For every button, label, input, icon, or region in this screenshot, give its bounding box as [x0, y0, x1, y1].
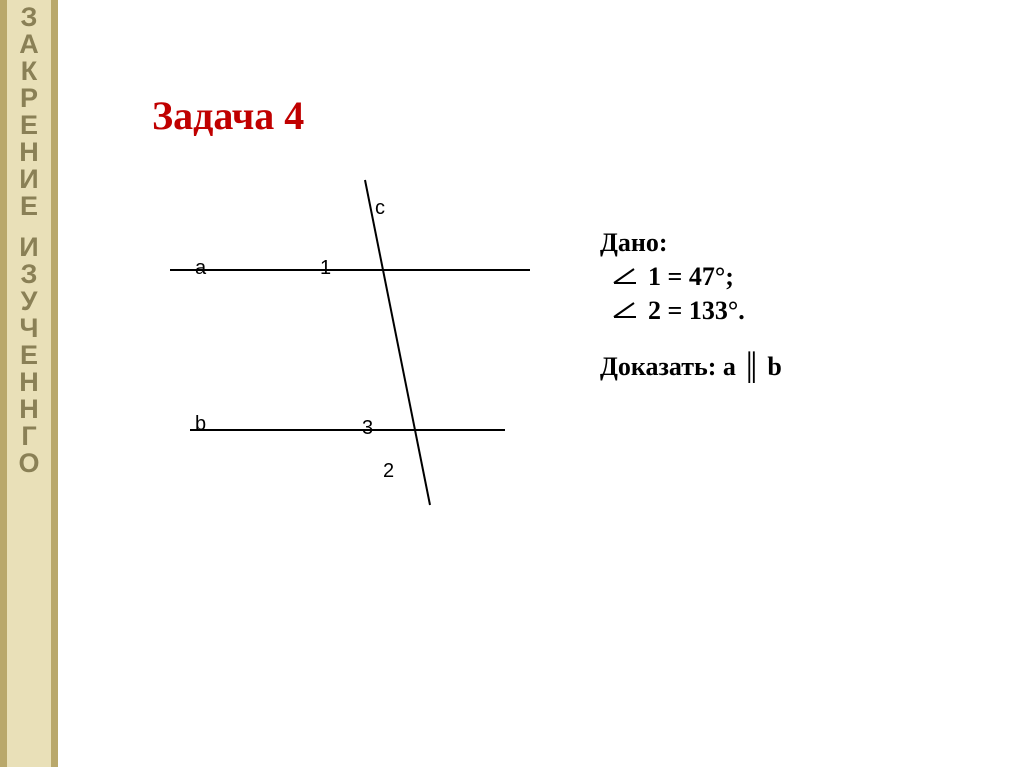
sidebar-letter: Е [20, 342, 38, 369]
sidebar-letter: Н [19, 139, 39, 166]
angle-label-1: 1 [320, 257, 331, 280]
sidebar-letter: У [21, 288, 38, 315]
sidebar-letter: К [21, 58, 37, 85]
geometry-diagram [150, 175, 570, 525]
given-angle-1: 1 = 47°; [648, 262, 734, 292]
sidebar-letter: Г [21, 423, 36, 450]
angle-icon [612, 296, 638, 326]
sidebar-letter: И [19, 234, 38, 261]
sidebar-letter: З [21, 4, 38, 31]
line-label-c: c [375, 197, 385, 220]
sidebar-letter: Ч [20, 315, 39, 342]
sidebar-letter: И [19, 166, 38, 193]
angle-icon [612, 262, 638, 292]
line-label-b: b [195, 413, 206, 436]
sidebar-letter: З [21, 261, 38, 288]
problem-title: Задача 4 [152, 92, 304, 139]
angle-label-2: 2 [383, 460, 394, 483]
sidebar-vertical-banner: ЗАКРЕНИЕИЗУЧЕННГО [0, 0, 58, 767]
sidebar-letter: Е [20, 112, 38, 139]
angle-label-3: 3 [362, 417, 373, 440]
prove-statement: Доказать: a ║ b [600, 352, 782, 382]
sidebar-letter: Н [19, 369, 39, 396]
sidebar-letter: Н [19, 396, 39, 423]
line-label-a: a [195, 257, 206, 280]
sidebar-letter: А [19, 31, 39, 58]
given-block: Дано: 1 = 47°; 2 = 133°. Доказать: a ║ b [600, 228, 782, 386]
sidebar-letter: О [18, 450, 39, 477]
given-heading: Дано: [600, 228, 668, 258]
sidebar-letter: Р [20, 85, 38, 112]
given-angle-2: 2 = 133°. [648, 296, 745, 326]
sidebar-letter: Е [20, 193, 38, 220]
